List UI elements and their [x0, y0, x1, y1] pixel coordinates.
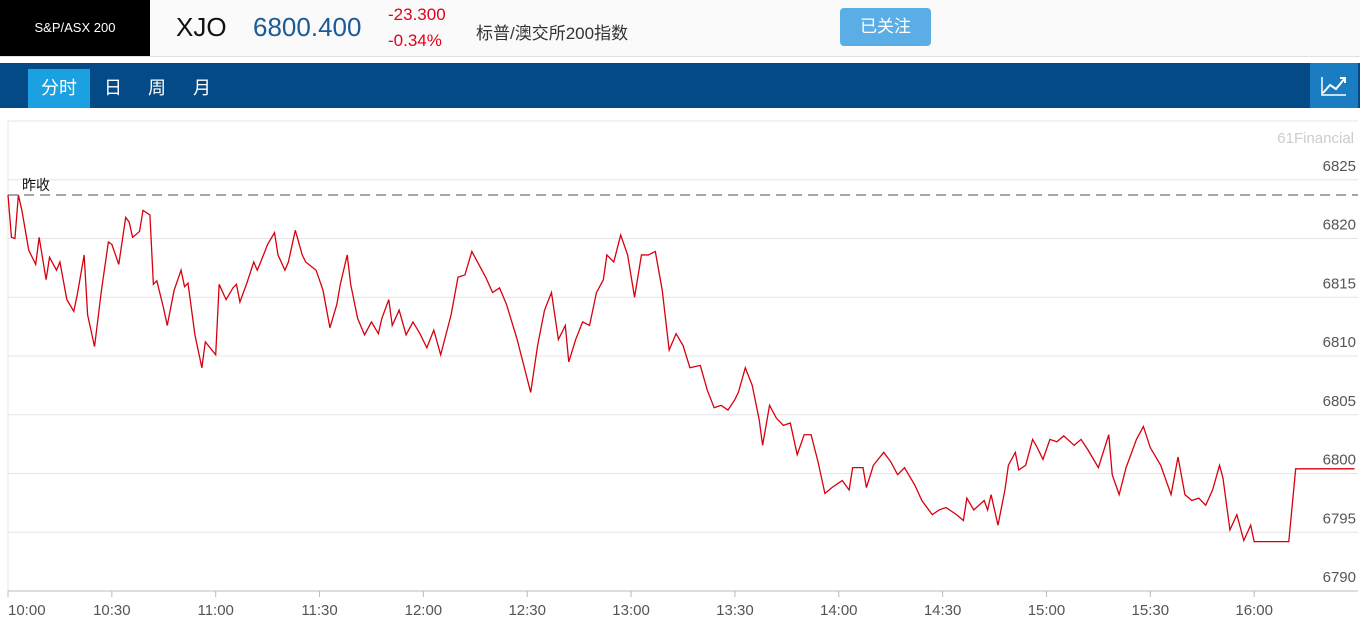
x-tick-label: 13:00	[612, 602, 650, 619]
header: S&P/ASX 200 XJO 6800.400 -23.300 -0.34% …	[0, 0, 1360, 57]
x-tick-label: 13:30	[716, 602, 754, 619]
x-tick-label: 12:00	[405, 602, 443, 619]
y-tick-label: 6795	[1323, 510, 1356, 527]
y-tick-label: 6805	[1323, 393, 1356, 410]
price: 6800.400	[253, 12, 362, 42]
x-tick-label: 15:00	[1028, 602, 1066, 619]
y-tick-label: 6820	[1323, 217, 1356, 234]
change: -23.300	[388, 5, 446, 24]
x-tick-label: 15:30	[1132, 602, 1170, 619]
chart: 61Financial 6790 6795 6800 6805 6810 6815 6820 6…	[7, 120, 1358, 619]
symbol: XJO	[176, 12, 227, 42]
watermark: 61Financial	[1277, 130, 1354, 147]
icon	[1321, 77, 1346, 96]
x-tick-label: 12:30	[508, 602, 546, 619]
x-tick-label: 16:00	[1235, 602, 1273, 619]
tab[interactable]: 周	[148, 78, 166, 98]
index-full-name: 标普/澳交所200指数	[476, 24, 629, 43]
price-line	[7, 194, 1355, 543]
tab[interactable]: 月	[193, 78, 211, 98]
x-tick-label: 11:30	[301, 602, 337, 619]
x-tick-label: 11:00	[197, 602, 233, 619]
x-tick-label: 14:00	[820, 602, 858, 619]
y-tick-label: 6800	[1323, 452, 1356, 469]
chart-icon[interactable]	[1310, 63, 1358, 108]
tab[interactable]: 分时	[28, 69, 90, 108]
index-name: S&P/ASX 200	[0, 0, 150, 56]
follow-button[interactable]: 已关注	[840, 8, 931, 46]
x-tick-label: 14:30	[924, 602, 962, 619]
y-tick-label: 6810	[1323, 334, 1356, 351]
y-tick-label: 6790	[1323, 569, 1356, 586]
x-tick-label: 10:00	[8, 602, 46, 619]
nav-bar: 分时 日 周 月	[0, 63, 1360, 108]
y-tick-label: 6815	[1323, 275, 1356, 292]
y-tick-label: 6825	[1323, 158, 1356, 175]
change-percent: -0.34%	[388, 31, 442, 50]
tab[interactable]: 日	[104, 78, 122, 98]
x-tick-label: 10:30	[93, 602, 131, 619]
reference-label: 昨收	[22, 177, 50, 193]
